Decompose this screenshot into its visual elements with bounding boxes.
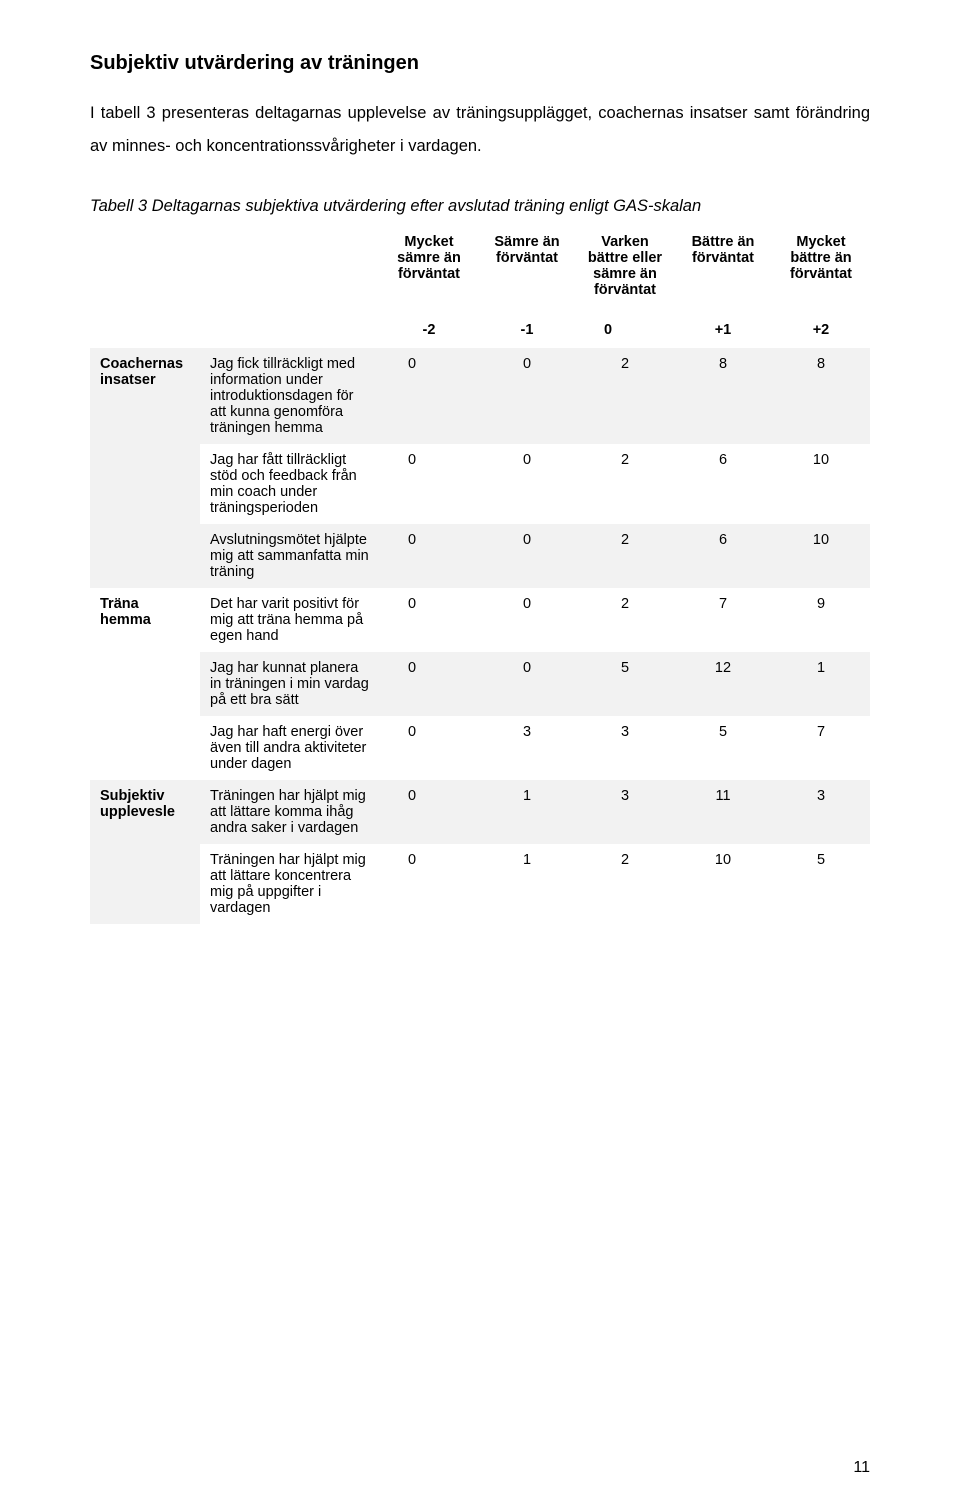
category-cell: Subjektiv upplevesle: [90, 780, 200, 924]
section-heading: Subjektiv utvärdering av träningen: [90, 52, 870, 75]
col-header: Bättre än förväntat: [674, 226, 772, 306]
value-cell: 12: [674, 652, 772, 716]
value-cell: 8: [772, 348, 870, 444]
value-cell: 3: [772, 780, 870, 844]
value-cell: 3: [576, 780, 674, 844]
table-row: Jag har fått tillräckligt stöd och feedb…: [90, 444, 870, 524]
value-cell: 7: [772, 716, 870, 780]
table-caption: Tabell 3 Deltagarnas subjektiva utvärder…: [90, 197, 870, 216]
value-cell: 1: [772, 652, 870, 716]
scale-value: -2: [380, 306, 478, 348]
table-row: Coachernas insatserJag fick tillräckligt…: [90, 348, 870, 444]
value-cell: 0: [380, 652, 478, 716]
value-cell: 0: [478, 348, 576, 444]
item-cell: Jag har kunnat planera in träningen i mi…: [200, 652, 380, 716]
value-cell: 10: [674, 844, 772, 924]
value-cell: 0: [380, 588, 478, 652]
value-cell: 5: [674, 716, 772, 780]
value-cell: 10: [772, 524, 870, 588]
table-row: Träningen har hjälpt mig att lättare kon…: [90, 844, 870, 924]
table-row: Jag har kunnat planera in träningen i mi…: [90, 652, 870, 716]
table-row: Avslutningsmötet hjälpte mig att sammanf…: [90, 524, 870, 588]
value-cell: 0: [380, 348, 478, 444]
value-cell: 11: [674, 780, 772, 844]
col-header: Mycket bättre än förväntat: [772, 226, 870, 306]
value-cell: 2: [576, 348, 674, 444]
value-cell: 2: [576, 444, 674, 524]
item-cell: Jag har fått tillräckligt stöd och feedb…: [200, 444, 380, 524]
value-cell: 0: [380, 444, 478, 524]
value-cell: 6: [674, 524, 772, 588]
value-cell: 8: [674, 348, 772, 444]
scale-value: +1: [674, 306, 772, 348]
item-cell: Träningen har hjälpt mig att lättare kom…: [200, 780, 380, 844]
scale-value: -1: [478, 306, 576, 348]
value-cell: 0: [380, 716, 478, 780]
item-cell: Det har varit positivt för mig att träna…: [200, 588, 380, 652]
scale-value: 0: [576, 306, 674, 348]
table-row: Träna hemmaDet har varit positivt för mi…: [90, 588, 870, 652]
value-cell: 9: [772, 588, 870, 652]
value-cell: 0: [478, 524, 576, 588]
value-cell: 2: [576, 524, 674, 588]
value-cell: 0: [380, 844, 478, 924]
intro-paragraph: I tabell 3 presenteras deltagarnas upple…: [90, 97, 870, 163]
value-cell: 0: [380, 524, 478, 588]
value-cell: 0: [380, 780, 478, 844]
scale-value: +2: [772, 306, 870, 348]
value-cell: 1: [478, 844, 576, 924]
item-cell: Jag har haft energi över även till andra…: [200, 716, 380, 780]
table-header-row: Mycket sämre än förväntat Sämre än förvä…: [90, 226, 870, 306]
value-cell: 0: [478, 588, 576, 652]
table-row: Jag har haft energi över även till andra…: [90, 716, 870, 780]
table-row: Subjektiv upplevesleTräningen har hjälpt…: [90, 780, 870, 844]
table-scale-row: -2 -1 0 +1 +2: [90, 306, 870, 348]
value-cell: 2: [576, 844, 674, 924]
value-cell: 5: [772, 844, 870, 924]
value-cell: 6: [674, 444, 772, 524]
value-cell: 3: [478, 716, 576, 780]
value-cell: 0: [478, 652, 576, 716]
value-cell: 2: [576, 588, 674, 652]
item-cell: Avslutningsmötet hjälpte mig att sammanf…: [200, 524, 380, 588]
value-cell: 0: [478, 444, 576, 524]
value-cell: 10: [772, 444, 870, 524]
value-cell: 7: [674, 588, 772, 652]
col-header: Mycket sämre än förväntat: [380, 226, 478, 306]
value-cell: 5: [576, 652, 674, 716]
col-header: Varken bättre eller sämre än förväntat: [576, 226, 674, 306]
page-number: 11: [853, 1459, 870, 1477]
results-table: Mycket sämre än förväntat Sämre än förvä…: [90, 226, 870, 924]
item-cell: Jag fick tillräckligt med information un…: [200, 348, 380, 444]
category-cell: Coachernas insatser: [90, 348, 200, 588]
item-cell: Träningen har hjälpt mig att lättare kon…: [200, 844, 380, 924]
col-header: Sämre än förväntat: [478, 226, 576, 306]
value-cell: 1: [478, 780, 576, 844]
category-cell: Träna hemma: [90, 588, 200, 780]
value-cell: 3: [576, 716, 674, 780]
